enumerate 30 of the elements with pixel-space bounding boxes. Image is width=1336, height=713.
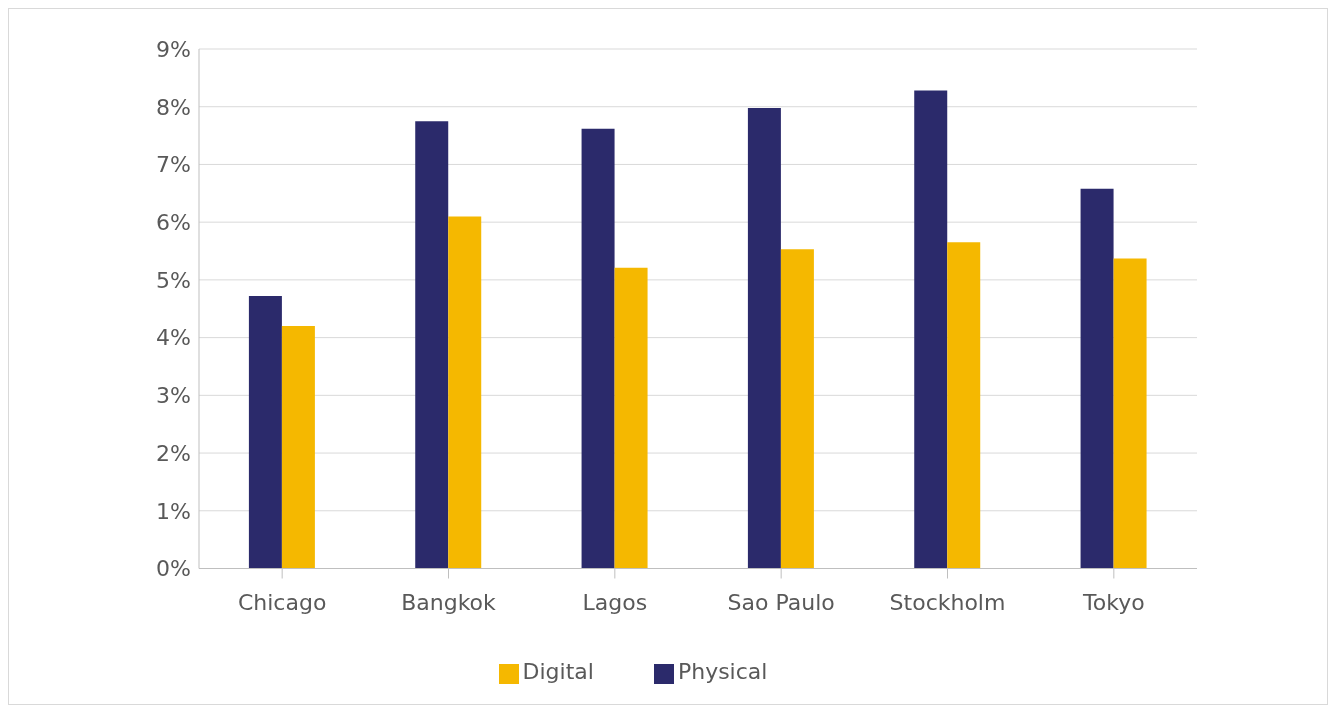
bar bbox=[415, 121, 449, 569]
y-tick-label: 1% bbox=[156, 498, 191, 524]
x-tick-label: Sao Paulo bbox=[727, 590, 835, 616]
x-tick-label: Stockholm bbox=[889, 590, 1006, 616]
bar bbox=[780, 249, 814, 569]
x-tick-label: Bangkok bbox=[401, 590, 497, 616]
x-tick-label: Chicago bbox=[237, 590, 327, 616]
y-tick-label: 5% bbox=[156, 267, 191, 293]
y-tick-label: 8% bbox=[156, 94, 191, 120]
bar bbox=[914, 90, 948, 569]
y-tick-label: 3% bbox=[156, 383, 191, 409]
bar bbox=[947, 242, 981, 569]
bar bbox=[248, 296, 282, 569]
y-tick-label: 6% bbox=[156, 209, 191, 235]
bar bbox=[747, 107, 781, 569]
bar bbox=[281, 326, 315, 569]
y-tick-label: 9% bbox=[156, 36, 191, 62]
x-tick-label: Tokyo bbox=[1082, 590, 1145, 616]
y-tick-label: 4% bbox=[156, 325, 191, 351]
bar bbox=[1080, 188, 1114, 569]
legend-label: Physical bbox=[677, 658, 768, 684]
legend-label: Digital bbox=[522, 658, 594, 684]
bar bbox=[614, 267, 648, 569]
y-tick-label: 7% bbox=[156, 152, 191, 178]
bar bbox=[448, 216, 482, 569]
bar bbox=[581, 128, 615, 569]
y-tick-label: 2% bbox=[156, 440, 191, 466]
x-tick-label: Lagos bbox=[582, 590, 648, 616]
y-tick-label: 0% bbox=[156, 556, 191, 582]
bar bbox=[1113, 258, 1147, 569]
